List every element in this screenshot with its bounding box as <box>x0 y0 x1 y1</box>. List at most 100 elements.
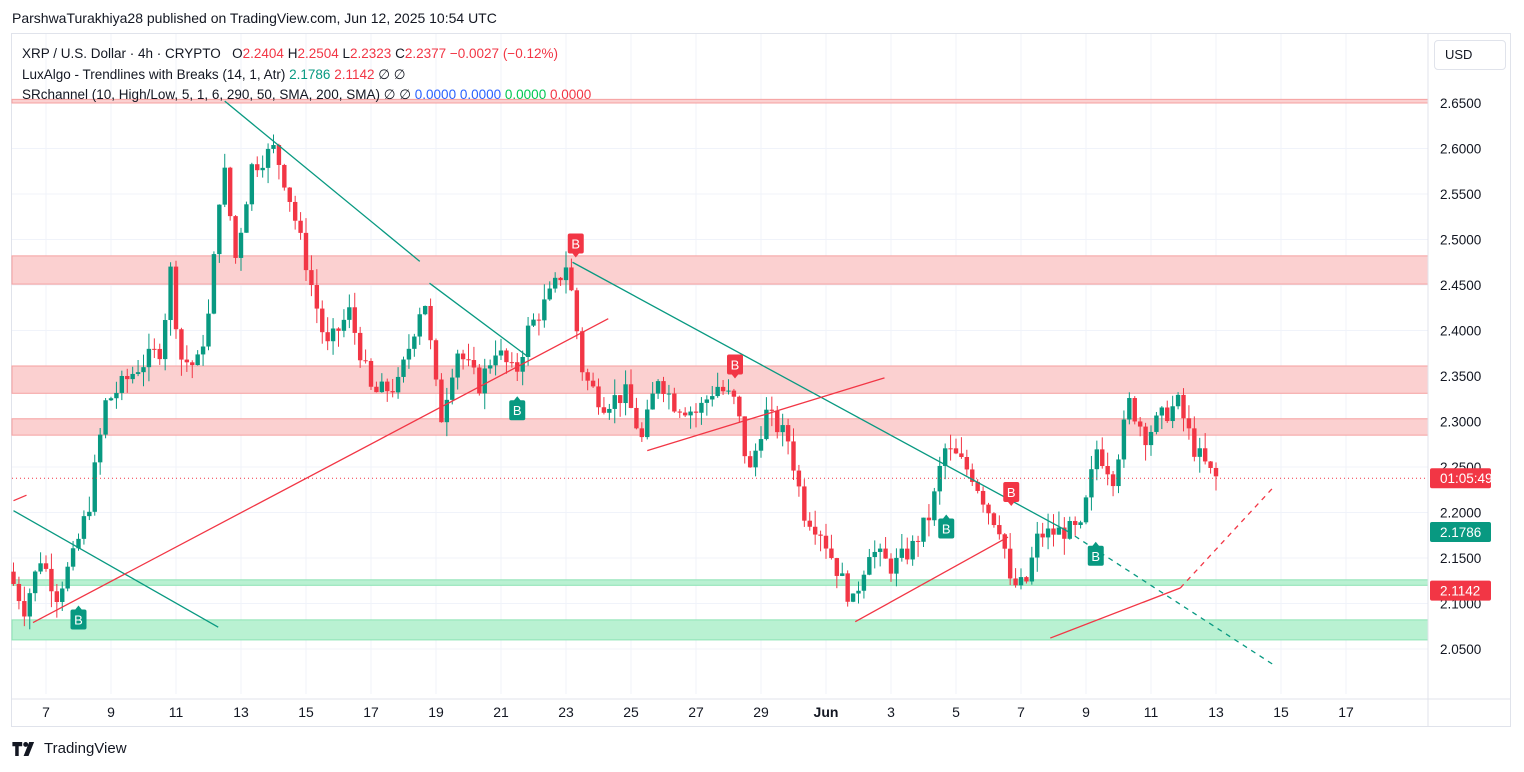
candle-body <box>531 319 536 326</box>
candle-body <box>1013 578 1018 586</box>
candle-body <box>780 425 785 433</box>
chart-legend: XRP / U.S. Dollar · 4h · CRYPTO O2.2404 … <box>22 44 591 106</box>
candle-body <box>975 481 980 491</box>
candle-body <box>699 402 704 413</box>
candle-body <box>764 409 769 440</box>
last-price-countdown-label-bg <box>1430 468 1491 489</box>
candle-body <box>997 525 1002 535</box>
break-marker[interactable]: B <box>1003 481 1020 506</box>
indicator-value-empty: ∅ <box>393 66 406 82</box>
break-marker[interactable]: B <box>727 354 743 379</box>
indicator-value-empty: ∅ <box>399 87 412 102</box>
tradingview-logo-icon <box>12 741 35 756</box>
candle-body <box>628 384 634 408</box>
candle-body <box>1116 459 1121 487</box>
candle-body <box>688 411 693 416</box>
candle-body <box>92 462 97 512</box>
candle-body <box>298 220 303 233</box>
break-marker[interactable]: B <box>1087 541 1104 566</box>
candle-body <box>926 517 932 521</box>
candle-body <box>265 148 271 168</box>
candle-body <box>1083 497 1089 523</box>
candle-body <box>65 566 70 589</box>
break-marker-badge <box>1003 481 1020 502</box>
candle-body <box>1100 449 1105 467</box>
candle-body <box>1078 522 1083 525</box>
candle-body <box>238 232 244 258</box>
candle-body <box>509 362 515 364</box>
candle-body <box>623 384 628 404</box>
candle-body <box>1175 394 1181 407</box>
candle-body <box>558 277 563 281</box>
candles <box>11 134 1219 630</box>
candle-body <box>807 520 812 527</box>
indicator-value: 0.0000 <box>459 87 502 102</box>
break-marker-pointer <box>74 605 83 611</box>
candle-body <box>49 568 54 592</box>
candle-body <box>1148 431 1154 446</box>
x-tick-label: 27 <box>688 704 704 720</box>
break-marker-label: B <box>513 403 522 418</box>
legend-symbol-row[interactable]: XRP / U.S. Dollar · 4h · CRYPTO O2.2404 … <box>22 44 591 65</box>
x-tick-label: 23 <box>558 704 574 720</box>
candle-body <box>861 574 867 591</box>
break-marker-label: B <box>731 358 740 373</box>
break-marker[interactable]: B <box>70 605 87 630</box>
currency-button[interactable]: USD <box>1434 40 1506 70</box>
candle-body <box>569 267 574 291</box>
candle-body <box>693 411 699 413</box>
trend-upper-price-label-bg <box>1430 521 1491 542</box>
break-marker[interactable]: B <box>509 396 526 421</box>
candle-body <box>574 290 580 332</box>
candle-body <box>162 320 168 360</box>
candle-body <box>715 386 720 397</box>
break-marker-badge <box>509 400 526 421</box>
break-marker[interactable]: B <box>567 233 584 258</box>
candle-body <box>498 350 504 356</box>
break-marker-badge <box>938 518 955 539</box>
candle-body <box>758 439 764 451</box>
symbol-name: XRP / U.S. Dollar · 4h · CRYPTO <box>22 46 221 61</box>
y-tick-label: 2.1500 <box>1440 551 1481 566</box>
candle-body <box>964 456 970 470</box>
candle-body <box>412 336 417 349</box>
x-tick-label: 15 <box>298 704 314 720</box>
candle-body <box>1045 528 1051 538</box>
y-tick-label: 2.2000 <box>1440 506 1481 521</box>
footer-brand[interactable]: TradingView <box>12 740 127 757</box>
legend-indicator-srchannel[interactable]: SRchannel (10, High/Low, 5, 1, 6, 290, 5… <box>22 85 591 106</box>
trendline-up <box>32 318 609 624</box>
trendlines <box>12 100 1428 666</box>
candle-body <box>417 314 422 337</box>
break-marker-pointer <box>731 373 739 379</box>
candle-body <box>1143 426 1148 446</box>
break-marker-pointer <box>1091 541 1100 547</box>
x-tick-label: 15 <box>1273 704 1289 720</box>
candle-body <box>883 548 888 559</box>
candle-body <box>460 353 466 360</box>
candle-body <box>450 377 455 400</box>
break-marker[interactable]: B <box>938 514 955 539</box>
candle-body <box>190 362 195 366</box>
candle-body <box>747 456 753 468</box>
candle-body <box>661 381 666 394</box>
trendline-down <box>572 261 1067 532</box>
candle-body <box>379 381 385 393</box>
candle-body <box>330 328 336 342</box>
x-tick-label: 7 <box>1017 704 1025 720</box>
candle-body <box>146 348 152 368</box>
candle-body <box>119 375 125 393</box>
legend-indicator-trendlines[interactable]: LuxAlgo - Trendlines with Breaks (14, 1,… <box>22 65 591 86</box>
candle-body <box>406 348 412 360</box>
candle-body <box>314 285 320 309</box>
candle-body <box>877 548 883 552</box>
candle-body <box>125 375 130 380</box>
candle-body <box>401 359 406 377</box>
candle-body <box>710 396 715 400</box>
candle-body <box>536 319 542 321</box>
x-tick-label: 17 <box>1338 704 1354 720</box>
open-value: 2.2404 <box>242 46 284 61</box>
candle-body <box>785 425 791 442</box>
candle-body <box>292 201 298 221</box>
